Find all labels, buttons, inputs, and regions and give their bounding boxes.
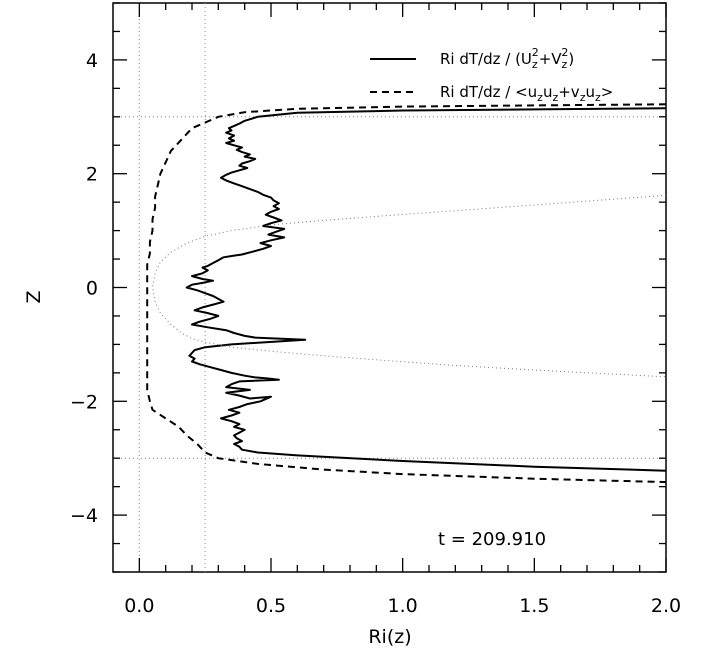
- y-tick-label-3: 2: [86, 164, 98, 186]
- y-tick-label-4: 4: [86, 50, 98, 72]
- series-group: [146, 103, 667, 484]
- y-tick-labels: −4 −2 0 2 4: [70, 50, 98, 527]
- legend: Ri dT/dz / (Uz2+Vz2) Ri dT/dz / <uzuz+vz…: [370, 46, 613, 104]
- x-tick-label-1: 0.5: [256, 595, 286, 617]
- x-tick-label-2: 1.0: [388, 595, 418, 617]
- series-line-dotted: [152, 194, 667, 378]
- y-tick-label-1: −2: [70, 391, 98, 413]
- series-line-solid: [185, 107, 667, 472]
- x-tick-labels: 0.0 0.5 1.0 1.5 2.0: [124, 595, 681, 617]
- plot-frame: [112, 2, 667, 573]
- y-tick-label-2: 0: [86, 278, 98, 300]
- y-tick-label-0: −4: [70, 505, 98, 527]
- series-line-dashed: [146, 103, 667, 484]
- x-tick-label-4: 2.0: [651, 595, 681, 617]
- reference-lines: [113, 3, 666, 572]
- x-tick-label-3: 1.5: [519, 595, 549, 617]
- y-axis-title: Z: [23, 290, 45, 303]
- x-axis-title: Ri(z): [368, 626, 411, 648]
- x-tick-label-0: 0.0: [124, 595, 154, 617]
- legend-dashed-label: Ri dT/dz / <uzuz+vzuz>: [440, 83, 613, 104]
- legend-solid-label: Ri dT/dz / (Uz2+Vz2): [440, 46, 574, 71]
- axis-ticks: [113, 2, 667, 573]
- time-annotation: t = 209.910: [438, 529, 546, 550]
